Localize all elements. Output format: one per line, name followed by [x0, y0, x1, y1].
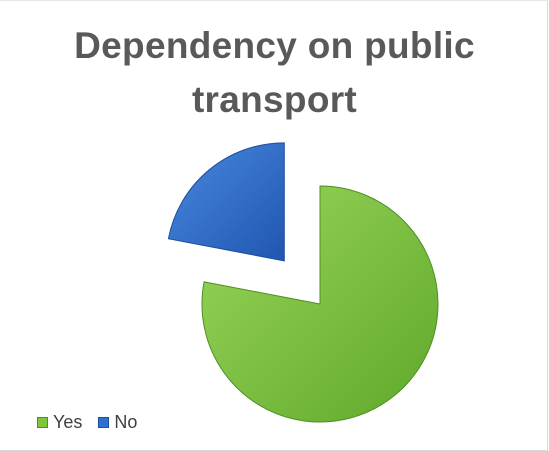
chart-title-line-2: transport	[191, 79, 358, 120]
legend-item-no: No	[98, 412, 137, 433]
pie-slice-yes	[201, 185, 439, 423]
legend-label-yes: Yes	[53, 411, 83, 432]
legend-swatch-yes	[37, 416, 48, 428]
chart-title-line-1: Dependency on public	[74, 25, 475, 66]
legend-item-yes: Yes	[37, 412, 82, 433]
legend-swatch-no	[98, 416, 110, 428]
chart-legend: Yes No	[37, 410, 137, 434]
pie-slice-no	[167, 142, 285, 262]
legend-label-no: No	[114, 411, 138, 432]
